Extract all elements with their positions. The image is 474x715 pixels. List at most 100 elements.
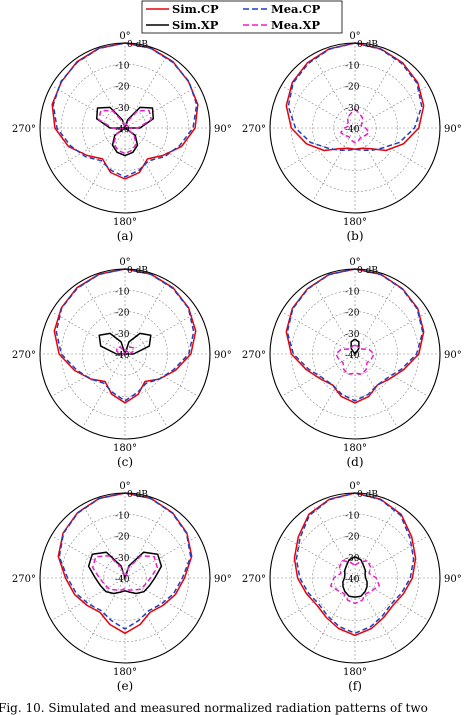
polar-panel: 0 dB -10 -20 -30 -40 0° 90° 180° 270° (c) [12, 257, 232, 469]
grid-spoke [281, 535, 356, 579]
panel-label: (f) [348, 679, 362, 693]
grid-spoke [124, 353, 199, 397]
angle-label-90: 90° [214, 350, 232, 361]
angle-label-90: 90° [214, 124, 232, 135]
outer-ring [269, 268, 441, 440]
series-sim-cp [293, 492, 417, 637]
series-sim-cp [285, 42, 425, 152]
polar-panel: 0 dB -10 -20 -30 -40 0° 90° 180° 270° (e) [12, 481, 232, 693]
radial-tick-label: -30 [115, 330, 130, 340]
grid-spoke [281, 311, 356, 355]
panel-label: (d) [346, 455, 363, 469]
grid-spoke [51, 85, 126, 129]
grid-spoke [281, 127, 356, 171]
radial-tick-label: -20 [345, 533, 360, 543]
radial-tick-label: -20 [115, 533, 130, 543]
radial-tick-label: 0 dB [127, 40, 148, 50]
grid-spoke [51, 535, 126, 579]
polar-panel: 0 dB -10 -20 -30 -40 0° 90° 180° 270° (a) [12, 31, 232, 243]
panel-label: (c) [117, 455, 133, 469]
figure-caption: Fig. 10. Simulated and measured normaliz… [0, 701, 428, 715]
angle-label-270: 270° [242, 124, 266, 135]
radial-tick-label: -30 [115, 104, 130, 114]
grid-ring [82, 535, 168, 621]
outer-ring [39, 268, 211, 440]
grid-spoke [281, 353, 356, 397]
series-sim-cp [53, 268, 197, 404]
angle-label-0: 0° [119, 31, 130, 42]
grid-ring [82, 311, 168, 397]
series-sim-xp [350, 338, 360, 355]
angle-label-0: 0° [349, 257, 360, 268]
series-sim-xp [87, 551, 163, 595]
series-mea-cp [55, 268, 195, 402]
angle-label-90: 90° [444, 574, 462, 585]
series-mea-cp [286, 268, 424, 402]
angle-label-270: 270° [12, 124, 36, 135]
radial-tick-label: -10 [115, 511, 130, 521]
angle-label-0: 0° [119, 481, 130, 492]
polar-panel: 0 dB -10 -20 -30 -40 0° 90° 180° 270° (d) [242, 257, 462, 469]
grid-ring [290, 513, 420, 643]
series-mea-xp [329, 560, 381, 605]
radial-tick-label: 0 dB [357, 490, 378, 500]
angle-label-0: 0° [349, 481, 360, 492]
radial-tick-label: -20 [345, 83, 360, 93]
grid-spoke [354, 504, 398, 579]
radial-tick-label: -30 [345, 554, 360, 564]
radial-tick-label: 0 dB [127, 490, 148, 500]
grid-spoke [281, 85, 356, 129]
radial-tick-label: -40 [115, 125, 130, 135]
series-mea-xp [335, 344, 375, 375]
radial-tick-label: -40 [345, 125, 360, 135]
radial-tick-label: -30 [345, 330, 360, 340]
outer-ring [269, 42, 441, 214]
angle-label-180: 180° [113, 667, 137, 678]
legend: Sim.CP Mea.CP Sim.XP Mea.XP [141, 0, 343, 34]
series-mea-cp [52, 42, 198, 178]
outer-ring [269, 492, 441, 664]
radial-tick-label: -10 [345, 61, 360, 71]
angle-label-270: 270° [242, 574, 266, 585]
radial-tick-label: -40 [345, 351, 360, 361]
radial-tick-label: -20 [115, 83, 130, 93]
radial-tick-label: -40 [345, 575, 360, 585]
grid-spoke [124, 280, 168, 355]
angle-label-180: 180° [343, 667, 367, 678]
radial-tick-label: -20 [115, 309, 130, 319]
polar-panels: 0 dB -10 -20 -30 -40 0° 90° 180° 270° (a) 0 dB -10 -… [12, 31, 462, 693]
angle-label-0: 0° [349, 31, 360, 42]
grid-spoke [124, 577, 199, 621]
grid-ring [60, 63, 190, 193]
series-mea-xp [340, 108, 370, 144]
radial-tick-label: 0 dB [357, 266, 378, 276]
radial-tick-label: -40 [115, 575, 130, 585]
series-mea-xp [115, 346, 135, 355]
outer-ring [39, 492, 211, 664]
radial-tick-label: -10 [115, 61, 130, 71]
series-sim-xp [342, 556, 368, 598]
series-mea-xp [91, 554, 159, 591]
radial-tick-label: -10 [345, 511, 360, 521]
legend-label-mea-xp: Mea.XP [271, 18, 320, 32]
polar-panel: 0 dB -10 -20 -30 -40 0° 90° 180° 270° (b) [242, 31, 462, 243]
radial-tick-label: -20 [345, 309, 360, 319]
angle-label-180: 180° [113, 217, 137, 228]
grid-spoke [51, 353, 126, 397]
radial-tick-label: 0 dB [357, 40, 378, 50]
angle-label-90: 90° [444, 350, 462, 361]
grid-spoke [51, 311, 126, 355]
angle-label-90: 90° [214, 574, 232, 585]
angle-label-180: 180° [343, 443, 367, 454]
radial-tick-label: -10 [115, 287, 130, 297]
radial-tick-label: 0 dB [127, 266, 148, 276]
grid-spoke [354, 280, 398, 355]
angle-label-270: 270° [12, 574, 36, 585]
panel-label: (a) [117, 229, 134, 243]
grid-ring [60, 513, 190, 643]
angle-label-270: 270° [12, 350, 36, 361]
angle-label-0: 0° [119, 257, 130, 268]
grid-ring [312, 85, 398, 171]
radial-tick-label: -40 [115, 351, 130, 361]
